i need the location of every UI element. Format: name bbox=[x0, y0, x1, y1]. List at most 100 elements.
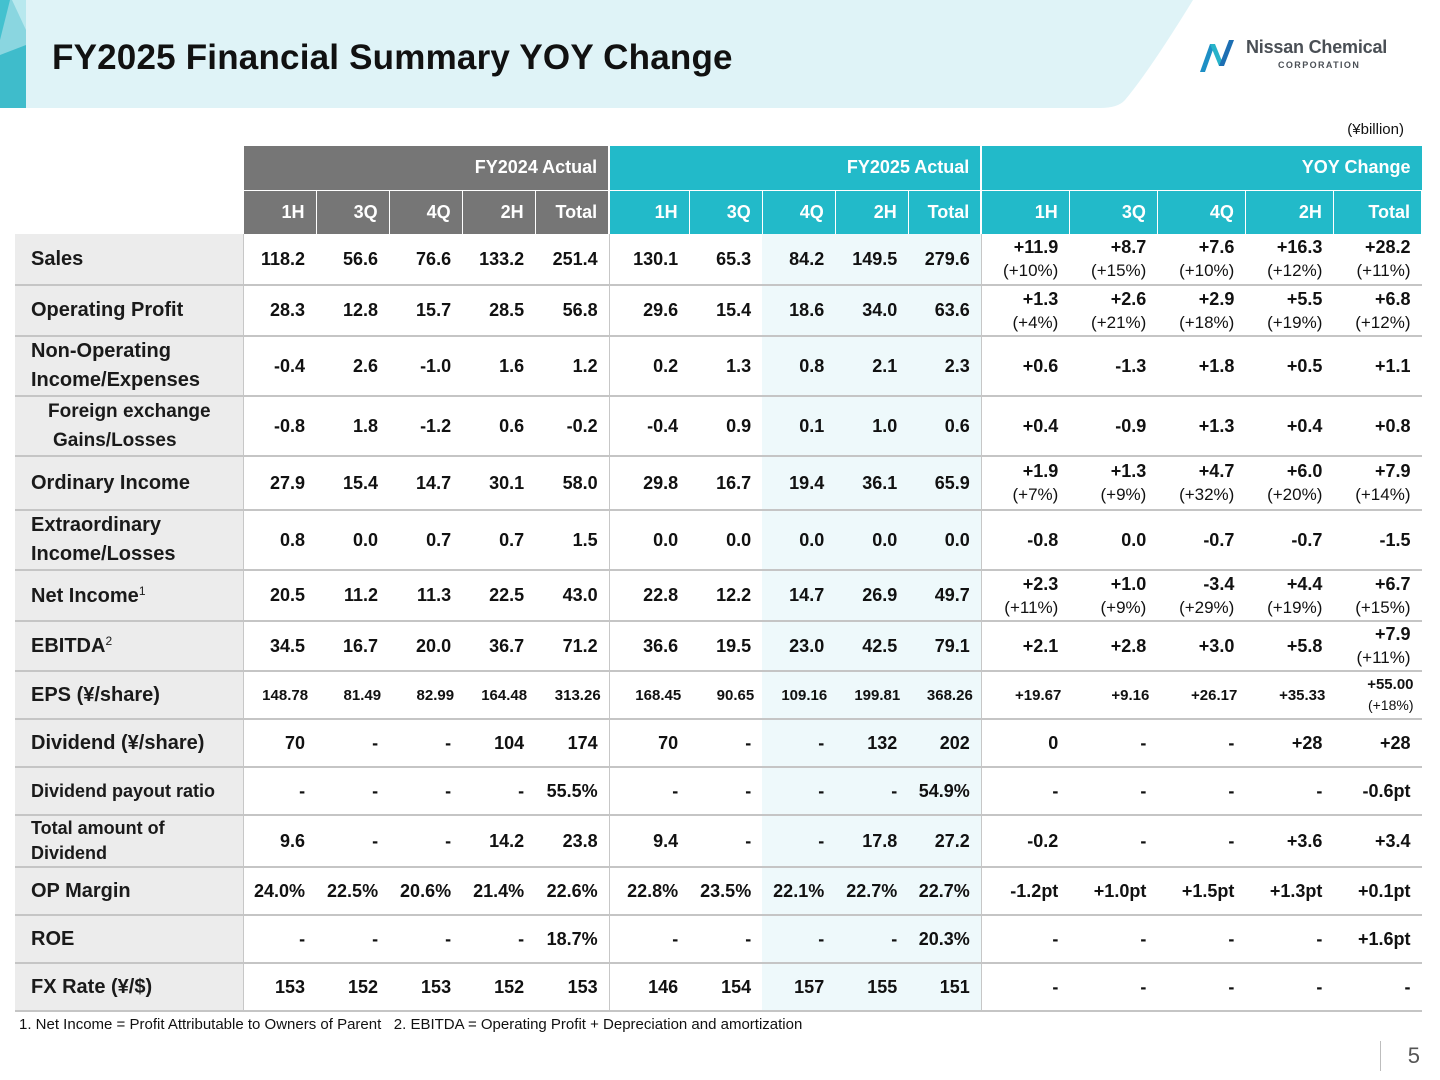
cell-yoy-2h: +16.3 (+12%) bbox=[1245, 234, 1334, 286]
page-title: FY2025 Financial Summary YOY Change bbox=[52, 38, 733, 77]
period-header-fy2025-2h: 2H bbox=[835, 189, 909, 234]
row-label: Dividend payout ratio bbox=[15, 767, 244, 816]
table-row: ROE - - - -18.7% - - - -20.3% - - - - +1.6pt bbox=[15, 915, 1422, 964]
cell-fy2024-3q: - bbox=[316, 915, 390, 964]
row-label-text: Net Income bbox=[31, 584, 139, 607]
page-number: 5 bbox=[1407, 1043, 1420, 1068]
cell-fy2025-total: 202 bbox=[908, 719, 982, 768]
yoy-percent: (+29%) bbox=[1179, 597, 1235, 617]
cell-fy2024-2h: 1.6 bbox=[462, 336, 536, 397]
row-label: Operating Profit bbox=[15, 285, 244, 337]
cell-fy2025-total: 22.7% bbox=[908, 867, 982, 916]
cell-fy2024-total: 1.2 bbox=[535, 336, 610, 397]
cell-yoy-total: +1.1 bbox=[1333, 336, 1422, 397]
row-label: Foreign exchange Gains/Losses bbox=[15, 396, 244, 457]
cell-fy2024-total: 23.8 bbox=[535, 815, 610, 868]
row-label: EBITDA2 bbox=[15, 621, 244, 672]
table-row: Dividend (¥/share) 70- -104 174 70- -132 202 0-… bbox=[15, 719, 1422, 768]
cell-fy2025-total: 279.6 bbox=[908, 234, 982, 286]
row-label-text: Sales bbox=[31, 247, 84, 270]
yoy-value: +28.2 bbox=[1364, 237, 1411, 257]
table-row: Extraordinary Income/Losses 0.8 0.0 0.7 0.7 1.… bbox=[15, 510, 1422, 571]
row-label: Total amount of Dividend bbox=[15, 815, 244, 868]
cell-yoy-total: - bbox=[1333, 963, 1422, 1012]
cell-fy2025-4q: - bbox=[762, 815, 836, 868]
cell-fy2024-3q: 12.8 bbox=[316, 285, 390, 337]
cell-fy2024-2h: 164.48 bbox=[462, 671, 536, 720]
cell-fy2025-4q: - bbox=[762, 767, 836, 816]
cell-fy2024-total: 174 bbox=[535, 719, 610, 768]
cell-yoy-1h: - bbox=[981, 915, 1070, 964]
cell-fy2025-1h: 9.4 bbox=[609, 815, 690, 868]
period-header-yoy-3q: 3Q bbox=[1069, 189, 1158, 234]
cell-fy2024-4q: 14.7 bbox=[389, 456, 463, 511]
cell-fy2024-3q: 2.6 bbox=[316, 336, 390, 397]
cell-fy2024-4q: - bbox=[389, 915, 463, 964]
yoy-value: +55.00 bbox=[1367, 676, 1414, 693]
cell-yoy-4q: -0.7 bbox=[1157, 510, 1246, 571]
cell-yoy-2h: +1.3pt bbox=[1245, 867, 1334, 916]
cell-yoy-4q: +4.7 (+32%) bbox=[1157, 456, 1246, 511]
cell-fy2025-total: 27.2 bbox=[908, 815, 982, 868]
yoy-value: +5.5 bbox=[1286, 288, 1323, 309]
cell-yoy-4q: +2.9 (+18%) bbox=[1157, 285, 1246, 337]
cell-yoy-3q: - bbox=[1069, 815, 1158, 868]
cell-fy2024-2h: 152 bbox=[462, 963, 536, 1012]
cell-fy2025-2h: 22.7% bbox=[835, 867, 909, 916]
row-label: Dividend (¥/share) bbox=[15, 719, 244, 768]
table-row: Sales 118.2 56.6 76.6 133.2 251.4 130.1 65.3 84.… bbox=[15, 234, 1422, 286]
period-header-fy2024-1h: 1H bbox=[243, 189, 317, 234]
footnote-marker: 2 bbox=[105, 634, 113, 648]
yoy-percent: (+10%) bbox=[1003, 261, 1059, 280]
cell-yoy-3q: - bbox=[1069, 963, 1158, 1012]
row-label: OP Margin bbox=[15, 867, 244, 916]
yoy-percent: (+19%) bbox=[1267, 312, 1323, 332]
row-label-line1: Non-Operating bbox=[31, 340, 171, 362]
cell-yoy-2h: -0.7 bbox=[1245, 510, 1334, 571]
cell-fy2024-2h: 133.2 bbox=[462, 234, 536, 286]
yoy-percent: (+15%) bbox=[1091, 261, 1147, 280]
cell-fy2025-2h: 36.1 bbox=[835, 456, 909, 511]
cell-fy2025-2h: 1.0 bbox=[835, 396, 909, 457]
yoy-percent: (+11%) bbox=[1004, 597, 1059, 617]
cell-fy2024-total: -0.2 bbox=[535, 396, 610, 457]
cell-fy2025-total: 49.7 bbox=[908, 570, 982, 622]
cell-yoy-total: +7.9 (+14%) bbox=[1333, 456, 1422, 511]
cell-yoy-1h: +1.3 (+4%) bbox=[981, 285, 1070, 337]
yoy-percent: (+18%) bbox=[1179, 312, 1235, 332]
cell-fy2025-2h: 17.8 bbox=[835, 815, 909, 868]
cell-fy2024-4q: -1.0 bbox=[389, 336, 463, 397]
cell-fy2024-2h: 30.1 bbox=[462, 456, 536, 511]
cell-fy2024-3q: - bbox=[316, 815, 390, 868]
row-label-line1: Foreign exchange bbox=[48, 401, 211, 422]
cell-yoy-3q: +2.6 (+21%) bbox=[1069, 285, 1158, 337]
cell-fy2024-1h: 34.5 bbox=[243, 621, 317, 672]
cell-yoy-1h: +0.4 bbox=[981, 396, 1070, 457]
cell-fy2024-2h: - bbox=[462, 915, 536, 964]
cell-fy2025-1h: 0.0 bbox=[609, 510, 690, 571]
yoy-value: +7.6 bbox=[1198, 237, 1235, 257]
cell-fy2025-total: 0.6 bbox=[908, 396, 982, 457]
cell-yoy-2h: +28 bbox=[1245, 719, 1334, 768]
cell-yoy-4q: +7.6 (+10%) bbox=[1157, 234, 1246, 286]
cell-yoy-total: +0.1pt bbox=[1333, 867, 1422, 916]
cell-fy2024-3q: 152 bbox=[316, 963, 390, 1012]
cell-yoy-2h: +6.0 (+20%) bbox=[1245, 456, 1334, 511]
cell-fy2024-4q: 20.6% bbox=[389, 867, 463, 916]
cell-yoy-4q: +1.5pt bbox=[1157, 867, 1246, 916]
cell-yoy-2h: +35.33 bbox=[1245, 671, 1334, 720]
cell-fy2025-1h: 22.8 bbox=[609, 570, 690, 622]
yoy-value: +6.8 bbox=[1374, 288, 1411, 309]
cell-fy2024-3q: 15.4 bbox=[316, 456, 390, 511]
cell-yoy-3q: - bbox=[1069, 767, 1158, 816]
cell-yoy-1h: -0.2 bbox=[981, 815, 1070, 868]
cell-yoy-3q: +1.0 (+9%) bbox=[1069, 570, 1158, 622]
cell-fy2025-3q: - bbox=[689, 767, 763, 816]
yoy-percent: (+12%) bbox=[1355, 312, 1411, 332]
row-label: Ordinary Income bbox=[15, 456, 244, 511]
cell-fy2024-4q: -1.2 bbox=[389, 396, 463, 457]
cell-fy2025-2h: 34.0 bbox=[835, 285, 909, 337]
period-header-fy2025-4q: 4Q bbox=[762, 189, 836, 234]
cell-fy2024-1h: 20.5 bbox=[243, 570, 317, 622]
cell-yoy-total: +1.6pt bbox=[1333, 915, 1422, 964]
